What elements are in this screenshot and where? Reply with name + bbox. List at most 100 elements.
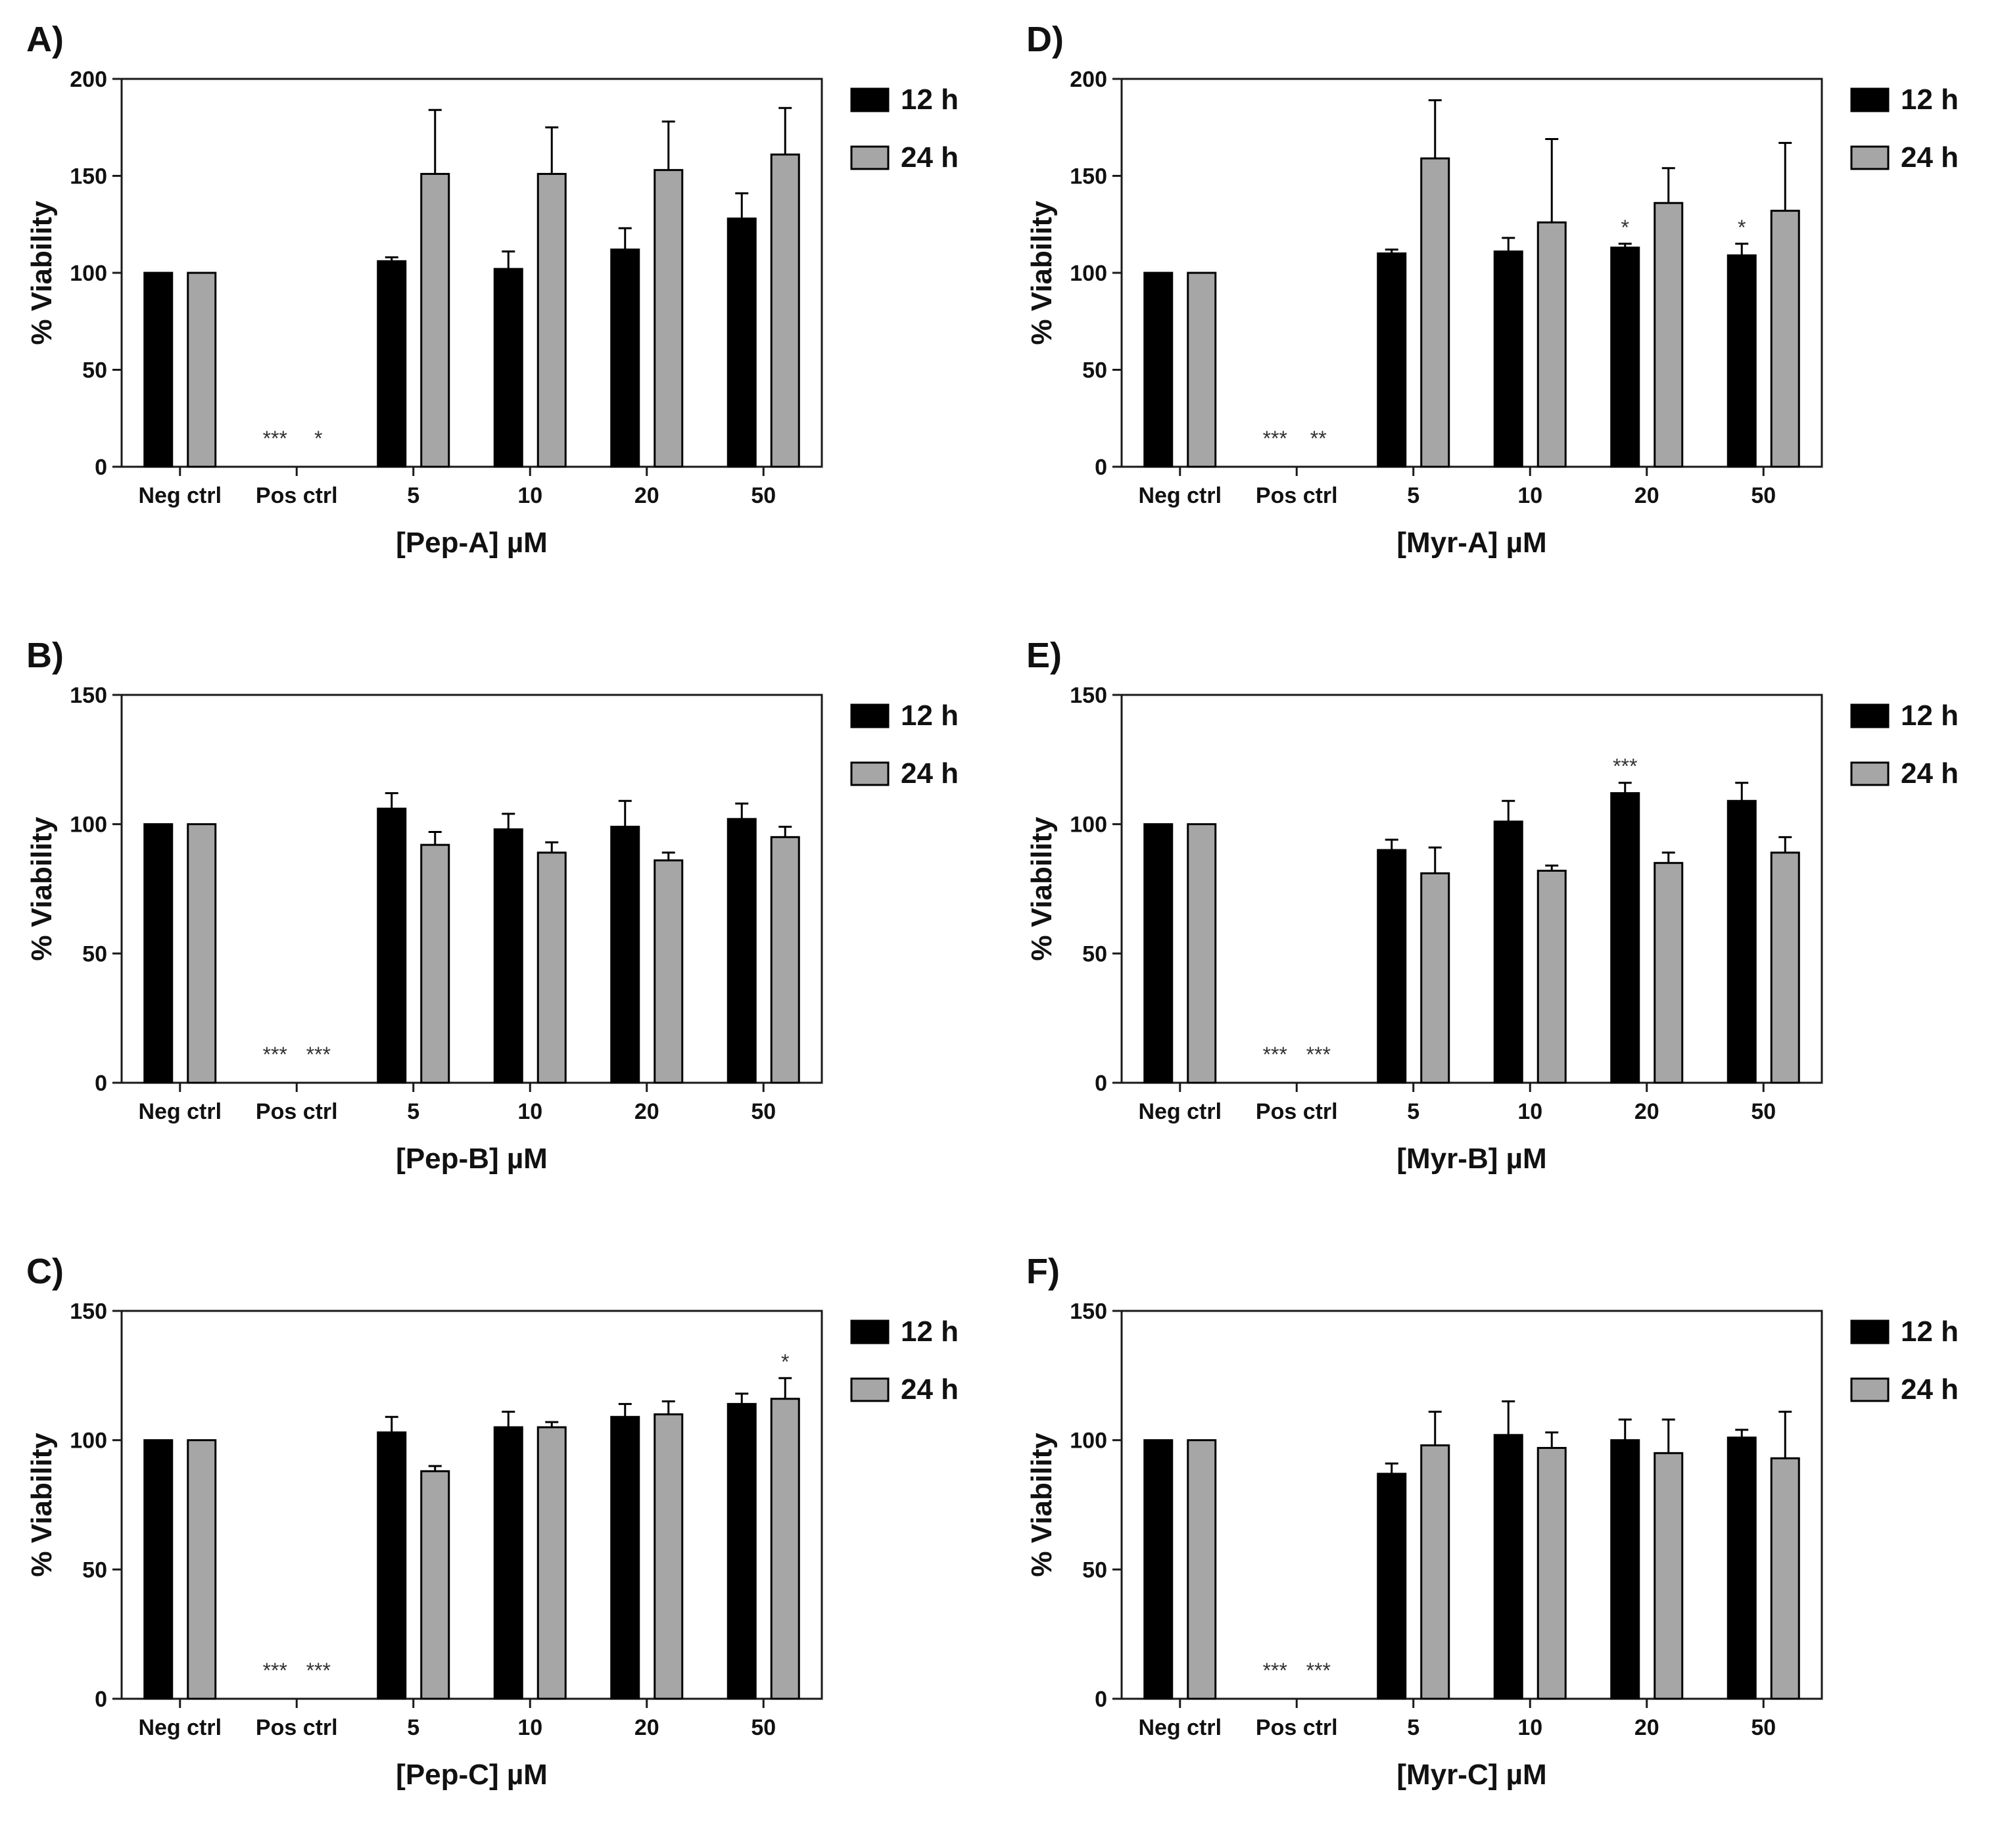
legend-label: 12 h: [1901, 1315, 1959, 1348]
bar-12h: [1377, 252, 1407, 468]
x-tick-label: 5: [407, 1715, 419, 1740]
x-tick-label: 20: [634, 483, 659, 508]
y-axis-title: % Viability: [1026, 201, 1058, 345]
x-axis-title: [Myr-B] µM: [1396, 1143, 1546, 1175]
y-tick-label: 150: [1070, 1299, 1107, 1324]
bar-24h: [1420, 157, 1450, 468]
legend-label: 24 h: [901, 141, 959, 174]
bar-24h: [1536, 1446, 1567, 1700]
y-tick-label: 100: [70, 813, 107, 838]
bar-12h: [726, 217, 757, 468]
bar-12h: [1377, 1473, 1407, 1700]
y-tick-label: 150: [1070, 164, 1107, 189]
bar-24h: [1187, 1439, 1217, 1700]
significance-marker: **: [1310, 427, 1327, 450]
x-axis-title: [Pep-A] µM: [396, 527, 548, 559]
bar-12h: [377, 807, 407, 1084]
chart-panel-a: A) 0 50 100 150 200 % Viability Neg ctrl Pos ctr…: [0, 0, 1000, 616]
bar-12h: [726, 1403, 757, 1700]
bar-12h: [1726, 799, 1757, 1084]
significance-marker: *: [314, 427, 322, 450]
y-axis-title: % Viability: [1026, 817, 1058, 961]
y-tick-label: 50: [82, 358, 107, 383]
y-tick-label: 0: [1095, 1071, 1107, 1096]
bar-24h: [1654, 862, 1684, 1084]
x-tick-label: Pos ctrl: [256, 483, 338, 508]
legend-swatch-12h: [1850, 1319, 1890, 1344]
y-axis-title: % Viability: [26, 1433, 58, 1577]
bar-12h: [1377, 849, 1407, 1084]
bar-24h: [770, 153, 800, 468]
bar-24h: [187, 823, 217, 1084]
x-tick-label: 50: [751, 483, 776, 508]
chart-panel-e: E) 0 50 100 150 % Viability Neg ctrl Pos ctrl **…: [1000, 616, 2000, 1232]
bar-12h: [1493, 250, 1523, 468]
legend-swatch-12h: [850, 87, 890, 112]
y-tick-label: 100: [1070, 261, 1107, 286]
chart-panel-d: D) 0 50 100 150 200 % Viability Neg ctrl Pos ctr…: [1000, 0, 2000, 616]
y-axis-title: % Viability: [26, 201, 58, 345]
chart-svg: E) 0 50 100 150 % Viability Neg ctrl Pos ctrl **…: [1026, 636, 1959, 1175]
x-tick-label: 5: [407, 483, 419, 508]
y-tick-label: 50: [82, 941, 107, 966]
y-tick-label: 150: [70, 1299, 107, 1324]
significance-marker: ***: [1306, 1659, 1331, 1682]
bar-12h: [1143, 272, 1174, 468]
legend-label: 12 h: [901, 1315, 959, 1348]
significance-marker: ***: [263, 427, 287, 450]
bar-12h: [493, 1426, 523, 1700]
x-tick-label: Neg ctrl: [138, 1099, 222, 1124]
x-tick-label: 10: [517, 1715, 542, 1740]
legend-swatch-24h: [1850, 1377, 1890, 1402]
significance-marker: ***: [1306, 1043, 1331, 1066]
y-tick-label: 50: [1082, 1557, 1107, 1582]
bar-12h: [1610, 247, 1640, 468]
y-axis-title: % Viability: [1026, 1433, 1058, 1577]
bar-24h: [654, 1413, 684, 1700]
legend-label: 12 h: [1901, 699, 1959, 732]
bar-24h: [187, 272, 217, 468]
legend-label: 24 h: [901, 757, 959, 790]
y-tick-label: 0: [95, 455, 107, 480]
x-tick-label: 50: [1751, 1715, 1776, 1740]
significance-marker: *: [1621, 216, 1629, 239]
bar-24h: [1187, 272, 1217, 468]
legend-swatch-12h: [850, 1319, 890, 1344]
y-tick-label: 200: [70, 67, 107, 92]
significance-marker: ***: [263, 1659, 287, 1682]
x-tick-label: 10: [1517, 1099, 1542, 1124]
bar-24h: [536, 851, 567, 1084]
significance-marker: ***: [263, 1043, 287, 1066]
plot-frame: [1120, 1310, 1823, 1700]
bar-12h: [1143, 823, 1174, 1084]
x-tick-label: 5: [1407, 483, 1419, 508]
legend-label: 24 h: [1901, 1373, 1959, 1406]
x-tick-label: 5: [1407, 1099, 1419, 1124]
significance-marker: ***: [1263, 1659, 1287, 1682]
x-tick-label: 10: [517, 483, 542, 508]
y-tick-label: 0: [95, 1071, 107, 1096]
bar-12h: [1493, 820, 1523, 1084]
bar-24h: [1770, 1457, 1800, 1700]
bar-12h: [1726, 254, 1757, 468]
legend-swatch-12h: [850, 703, 890, 728]
legend-swatch-24h: [850, 145, 890, 170]
legend-label: 24 h: [1901, 141, 1959, 174]
significance-marker: ***: [306, 1043, 331, 1066]
bar-12h: [610, 826, 640, 1084]
chart-svg: B) 0 50 100 150 % Viability Neg ctrl Pos ctrl **…: [26, 636, 959, 1175]
y-tick-label: 0: [1095, 455, 1107, 480]
bar-12h: [610, 1415, 640, 1700]
bar-12h: [726, 818, 757, 1084]
x-tick-label: 20: [634, 1715, 659, 1740]
bar-24h: [1187, 823, 1217, 1084]
x-tick-label: Neg ctrl: [1138, 1715, 1222, 1740]
bar-12h: [493, 268, 523, 468]
legend-label: 24 h: [901, 1373, 959, 1406]
bar-24h: [770, 1398, 800, 1700]
bar-24h: [187, 1439, 217, 1700]
x-tick-label: Pos ctrl: [256, 1715, 338, 1740]
x-tick-label: Pos ctrl: [1256, 1715, 1338, 1740]
y-tick-label: 50: [82, 1557, 107, 1582]
